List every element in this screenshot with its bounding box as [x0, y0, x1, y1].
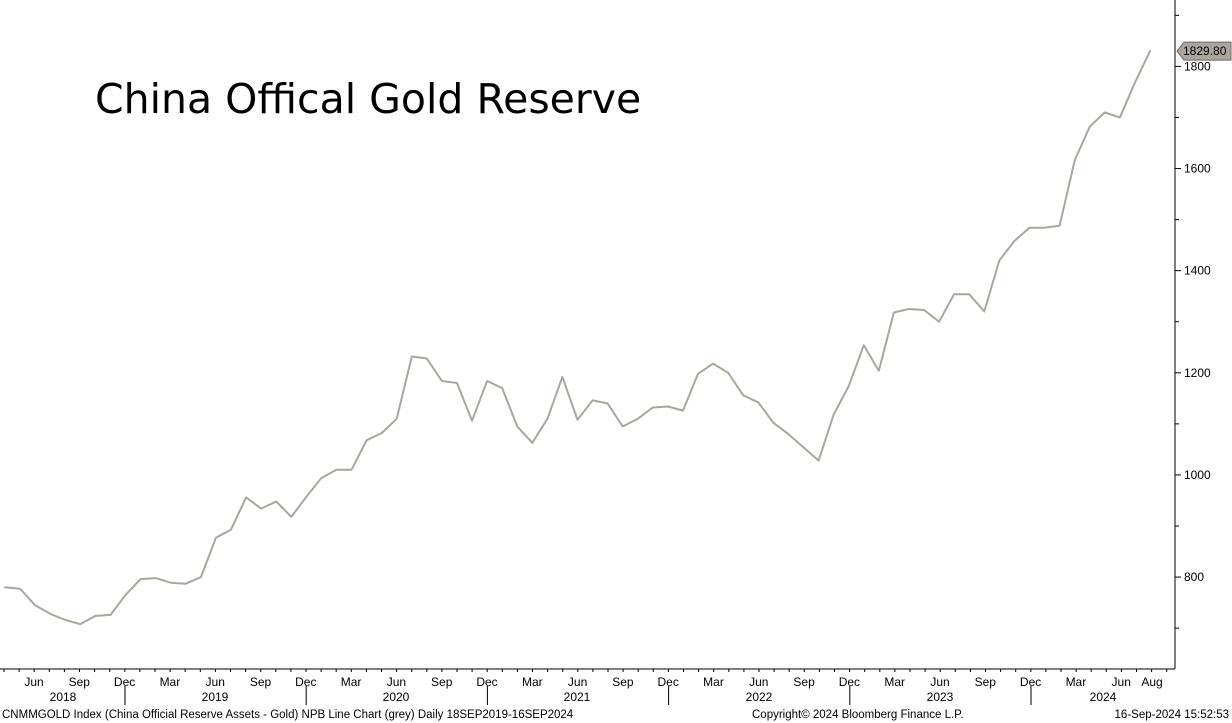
x-year-label: 2023: [927, 690, 954, 704]
x-month-label: Dec: [295, 675, 316, 689]
footer-timestamp: 16-Sep-2024 15:52:53: [1114, 709, 1229, 721]
y-tick-label: 1400: [1184, 264, 1211, 278]
x-month-label: Sep: [612, 675, 634, 689]
x-month-label: Sep: [793, 675, 815, 689]
x-month-label: Jun: [387, 675, 406, 689]
y-axis: 800 1000 1200 1400 1600 1800: [1174, 0, 1211, 669]
x-year-label: 2024: [1090, 690, 1117, 704]
x-year-label: 2020: [383, 690, 410, 704]
footer-source: CNMMGOLD Index (China Official Reserve A…: [2, 709, 574, 721]
x-month-label: Mar: [522, 675, 543, 689]
last-value-tag-shape: [1176, 41, 1232, 61]
x-month-label: Jun: [1112, 675, 1131, 689]
series-line: [4, 50, 1151, 626]
x-month-label: Mar: [1066, 675, 1087, 689]
x-month-label: Jun: [749, 675, 768, 689]
x-month-label: Jun: [930, 675, 949, 689]
x-month-label: Sep: [975, 675, 997, 689]
x-month-label: Mar: [160, 675, 181, 689]
x-month-label: Sep: [431, 675, 453, 689]
y-tick-label: 1600: [1184, 162, 1211, 176]
x-month-label: Dec: [658, 675, 679, 689]
y-tick-label: 1000: [1184, 468, 1211, 482]
chart-title: China Offical Gold Reserve: [95, 75, 641, 123]
y-tick-label: 800: [1184, 570, 1204, 584]
x-month-label: Dec: [839, 675, 860, 689]
x-month-label: Jun: [206, 675, 225, 689]
x-year-label: 2018: [50, 690, 77, 704]
x-month-label: Sep: [250, 675, 272, 689]
x-year-label: 2021: [564, 690, 591, 704]
x-month-label: Sep: [69, 675, 91, 689]
y-tick-label: 1200: [1184, 366, 1211, 380]
x-month-label: Mar: [341, 675, 362, 689]
x-month-label: Dec: [476, 675, 497, 689]
y-tick-label: 1800: [1184, 59, 1211, 73]
last-value-tag: 1829.80: [1176, 41, 1232, 61]
x-month-label: Jun: [24, 675, 43, 689]
x-month-label: Dec: [114, 675, 135, 689]
x-month-label: Mar: [703, 675, 724, 689]
x-month-label: Aug: [1141, 675, 1162, 689]
x-year-label: 2019: [202, 690, 229, 704]
x-year-label: 2022: [746, 690, 773, 704]
x-month-label: Mar: [884, 675, 905, 689]
x-month-label: Jun: [568, 675, 587, 689]
last-value-label: 1829.80: [1183, 44, 1227, 58]
x-month-label: Dec: [1020, 675, 1041, 689]
footer-copyright: Copyright© 2024 Bloomberg Finance L.P.: [752, 709, 964, 721]
x-axis: Jun Sep Dec Mar Jun Sep Dec Mar Jun Sep Dec Mar Jun S…: [0, 668, 1175, 705]
